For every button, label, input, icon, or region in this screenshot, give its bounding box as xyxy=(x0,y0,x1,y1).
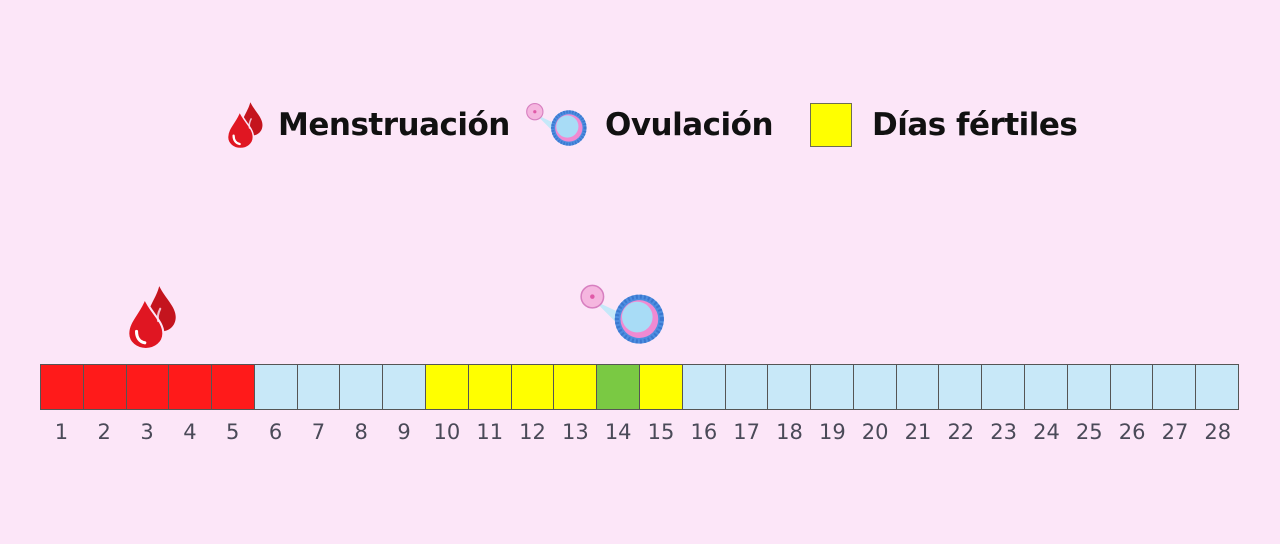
blood-drop-icon xyxy=(226,99,264,151)
fertile-swatch xyxy=(810,103,852,147)
day-number: 1 xyxy=(54,420,69,444)
day-cell-13-fertile xyxy=(553,364,598,410)
day-cell-12-fertile xyxy=(510,364,555,410)
day-cell-5-menstruation xyxy=(211,364,255,410)
day-number: 16 xyxy=(690,420,718,444)
day-number: 23 xyxy=(990,420,1017,444)
day-number: 9 xyxy=(397,420,411,444)
day-number: 15 xyxy=(647,420,675,444)
day-number: 25 xyxy=(1075,420,1103,444)
day-number: 6 xyxy=(268,420,283,444)
day-cell-17-normal xyxy=(724,364,769,410)
day-number: 27 xyxy=(1161,420,1189,444)
day-cell-26-normal xyxy=(1109,364,1154,410)
day-number: 4 xyxy=(183,420,197,444)
day-cell-4-menstruation xyxy=(168,364,213,410)
day-number: 14 xyxy=(604,420,632,444)
day-number: 19 xyxy=(818,420,846,444)
day-number: 5 xyxy=(226,420,240,444)
day-cell-6-normal xyxy=(253,364,298,410)
legend-item-fertile: Días fértiles xyxy=(810,92,1078,158)
day-number: 20 xyxy=(861,420,889,444)
day-cell-18-normal xyxy=(767,364,812,410)
day-number: 22 xyxy=(947,420,975,444)
legend-label-ovulation: Ovulación xyxy=(605,107,774,143)
day-cell-20-normal xyxy=(852,364,897,410)
day-cell-19-normal xyxy=(810,364,854,410)
ovulation-ovum-icon xyxy=(576,280,670,350)
day-cell-24-normal xyxy=(1023,364,1068,410)
legend-label-menstruation: Menstruación xyxy=(278,107,510,143)
day-number: 28 xyxy=(1204,420,1232,444)
day-cell-16-normal xyxy=(681,364,726,410)
day-number: 17 xyxy=(733,420,761,444)
day-cell-7-normal xyxy=(296,364,341,410)
cycle-bar xyxy=(40,364,1239,410)
day-number: 3 xyxy=(140,420,154,444)
day-number: 7 xyxy=(311,420,326,444)
day-cell-14-ovulation xyxy=(596,364,640,410)
day-cell-21-normal xyxy=(895,364,940,410)
legend-label-fertile: Días fértiles xyxy=(872,107,1078,143)
day-number: 11 xyxy=(476,420,504,444)
day-cell-28-normal xyxy=(1195,364,1239,410)
day-cell-10-fertile xyxy=(425,364,469,410)
day-number: 13 xyxy=(561,420,589,444)
day-number: 26 xyxy=(1118,420,1146,444)
day-cell-2-menstruation xyxy=(82,364,127,410)
day-number: 21 xyxy=(904,420,932,444)
day-cell-1-menstruation xyxy=(40,364,84,410)
day-cell-22-normal xyxy=(938,364,983,410)
day-cell-9-normal xyxy=(382,364,427,410)
day-number: 18 xyxy=(776,420,803,444)
legend-item-ovulation: Ovulación xyxy=(523,92,774,158)
day-cell-25-normal xyxy=(1066,364,1111,410)
legend-item-menstruation: Menstruación xyxy=(226,92,510,158)
day-number: 2 xyxy=(97,420,111,444)
day-number: 24 xyxy=(1033,420,1060,444)
day-labels: 1 2 3 4 5 6 7 8 9 10 11 12 13 14 15 16 17 18 19 20 21 22 23 24 2… xyxy=(40,420,1239,450)
day-number: 8 xyxy=(354,420,368,444)
ovum-icon xyxy=(523,100,591,150)
day-cell-3-menstruation xyxy=(125,364,170,410)
day-cell-23-normal xyxy=(981,364,1025,410)
day-cell-15-fertile xyxy=(638,364,683,410)
menstruation-blood-drop-icon xyxy=(126,284,178,350)
day-cell-27-normal xyxy=(1152,364,1197,410)
legend: Menstruación Ovulación Días fértiles xyxy=(0,92,1280,158)
day-cell-8-normal xyxy=(339,364,384,410)
day-cell-11-fertile xyxy=(467,364,512,410)
day-number: 10 xyxy=(433,420,461,444)
day-number: 12 xyxy=(519,420,546,444)
